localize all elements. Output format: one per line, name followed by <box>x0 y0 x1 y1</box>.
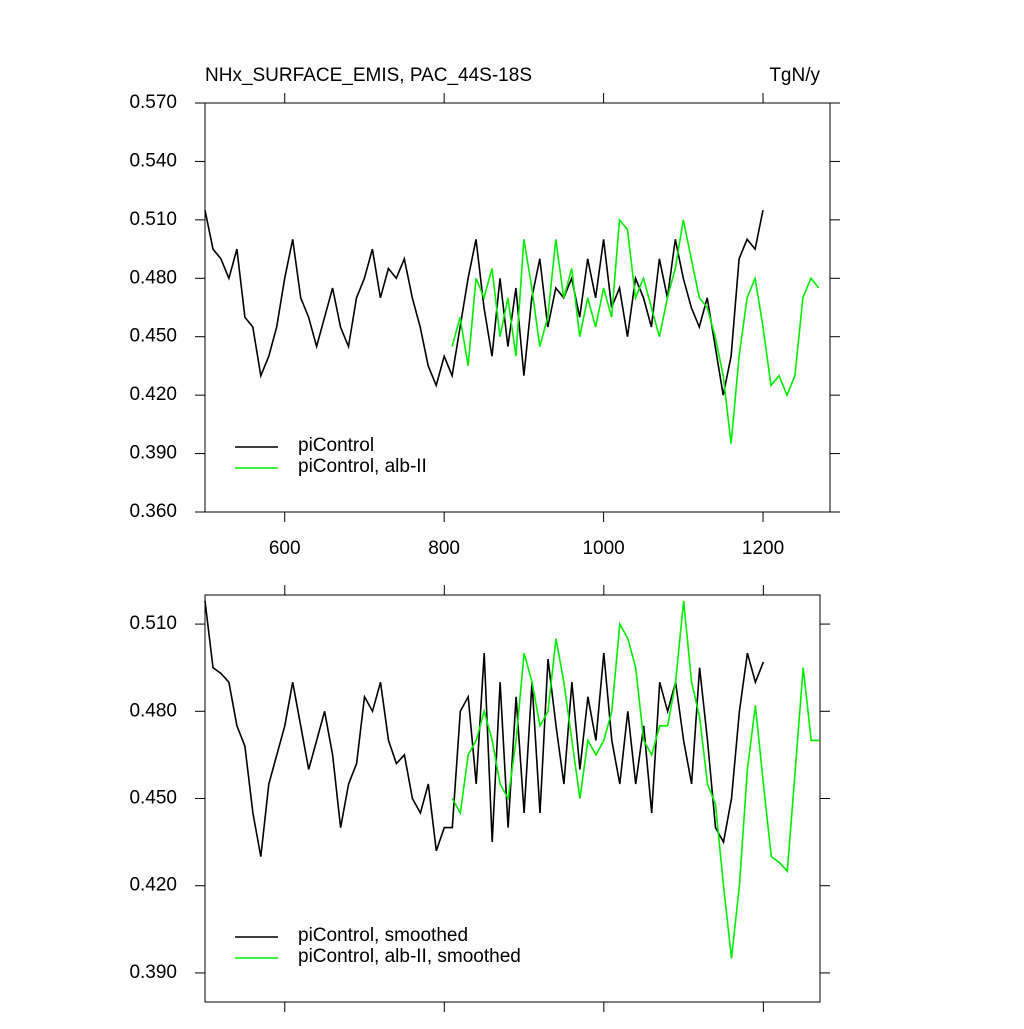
legend-label: piControl, alb-II, smoothed <box>298 946 521 967</box>
plot-frame <box>204 102 831 513</box>
units-label: TgN/y <box>769 65 820 86</box>
x-tick-label: 1000 <box>582 538 624 559</box>
x-tick-label: 1200 <box>742 538 784 559</box>
data-line <box>451 600 820 959</box>
y-tick-label: 0.420 <box>129 384 177 405</box>
y-tick-label: 0.450 <box>129 788 177 809</box>
y-tick-label: 0.360 <box>129 501 177 522</box>
y-tick-label: 0.420 <box>129 875 177 896</box>
data-line <box>204 600 765 857</box>
y-tick-label: 0.540 <box>129 150 177 171</box>
legend-label: piControl <box>298 435 374 456</box>
y-tick-label: 0.390 <box>129 443 177 464</box>
x-tick-label: 600 <box>269 538 301 559</box>
y-tick-label: 0.510 <box>129 613 177 634</box>
data-line <box>451 217 820 444</box>
y-tick-label: 0.480 <box>129 700 177 721</box>
legend-label: piControl, alb-II <box>298 456 427 477</box>
y-tick-label: 0.450 <box>129 326 177 347</box>
data-line <box>204 209 764 396</box>
y-tick-label: 0.570 <box>129 92 177 113</box>
y-tick-label: 0.480 <box>129 267 177 288</box>
legend-label: piControl, smoothed <box>298 925 468 946</box>
x-tick-label: 800 <box>428 538 460 559</box>
y-tick-label: 0.510 <box>129 209 177 230</box>
y-tick-label: 0.390 <box>129 962 177 983</box>
chart-title: NHx_SURFACE_EMIS, PAC_44S-18S <box>205 65 532 86</box>
